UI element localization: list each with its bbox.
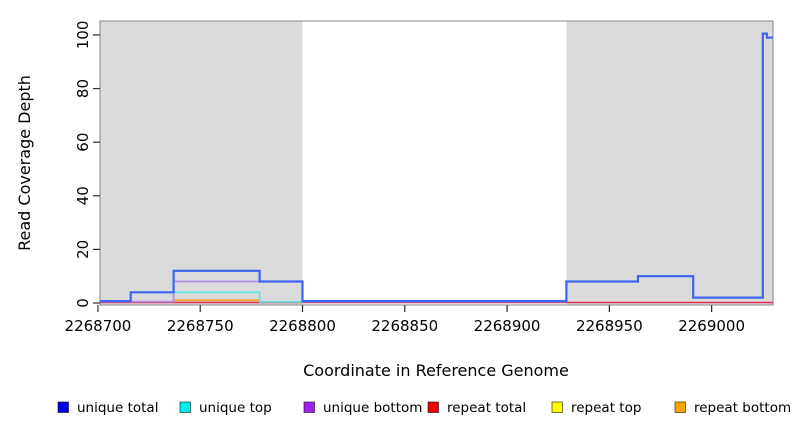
x-tick-label: 2269000 — [678, 317, 745, 335]
masked-region — [100, 21, 303, 305]
x-tick-label: 2268950 — [576, 317, 643, 335]
legend-item-repeat-top: repeat top — [551, 400, 641, 416]
y-tick-label: 60 — [74, 133, 92, 152]
series-lines — [100, 32, 773, 304]
x-axis-label: Coordinate in Reference Genome — [303, 361, 569, 380]
legend-item-unique-total: unique total — [57, 400, 158, 416]
y-axis: 0 20 40 60 80 100 — [74, 21, 100, 308]
legend-label: repeat top — [571, 400, 641, 416]
x-tick-label: 2268700 — [65, 317, 132, 335]
y-tick-label: 40 — [74, 186, 92, 205]
x-tick-label: 2268900 — [474, 317, 541, 335]
x-tick-label: 2268850 — [371, 317, 438, 335]
y-tick-label: 0 — [74, 298, 92, 308]
y-tick-label: 80 — [74, 79, 92, 98]
legend-swatch — [427, 401, 439, 413]
plot-border — [99, 20, 774, 306]
legend-label: unique top — [199, 400, 272, 416]
masked-region — [566, 21, 773, 305]
x-axis: 2268700 2268750 2268800 2268850 2268900 22689… — [65, 305, 745, 335]
series-line-unique-total — [100, 32, 773, 303]
y-tick-label: 100 — [74, 21, 92, 50]
legend-swatch — [551, 401, 563, 413]
legend-item-unique-top: unique top — [179, 400, 272, 416]
masked-regions — [100, 21, 773, 305]
legend-label: unique bottom — [323, 400, 422, 416]
x-tick-label: 2268800 — [269, 317, 336, 335]
legend-swatch — [179, 401, 191, 413]
legend-item-unique-bottom: unique bottom — [303, 400, 422, 416]
y-tick-label: 20 — [74, 240, 92, 259]
y-axis-label: Read Coverage Depth — [15, 75, 34, 251]
legend-label: unique total — [77, 400, 158, 416]
x-tick-label: 2268750 — [167, 317, 234, 335]
chart-legend: unique total unique top unique bottom repea… — [57, 400, 791, 416]
legend-item-repeat-bottom: repeat bottom — [674, 400, 791, 416]
legend-swatch — [57, 401, 69, 413]
legend-item-repeat-total: repeat total — [427, 400, 526, 416]
legend-swatch — [674, 401, 686, 413]
legend-swatch — [303, 401, 315, 413]
legend-label: repeat bottom — [694, 400, 791, 416]
legend-label: repeat total — [447, 400, 526, 416]
